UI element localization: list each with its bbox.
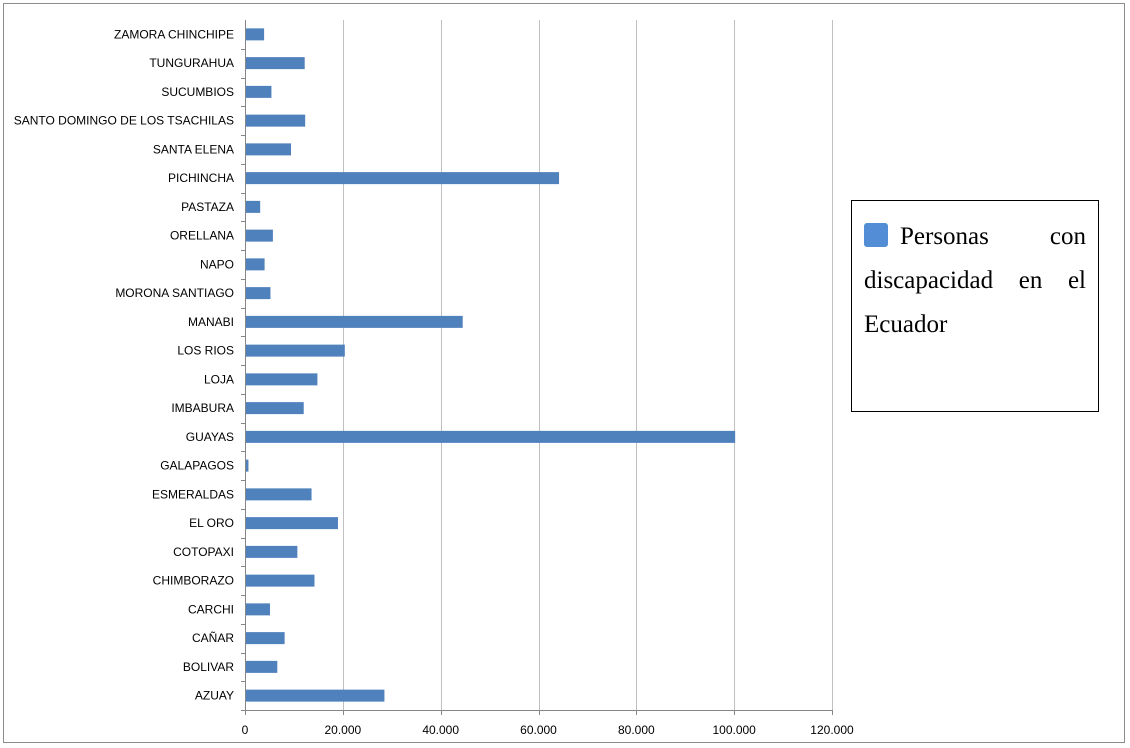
category-label: AZUAY — [195, 689, 234, 703]
category-label: NAPO — [200, 257, 234, 271]
category-label: ESMERALDAS — [152, 487, 234, 501]
bar — [246, 517, 338, 530]
x-tick-label: 60.000 — [520, 723, 557, 737]
axes — [241, 20, 833, 715]
category-label: COTOPAXI — [173, 545, 234, 559]
bar — [246, 28, 265, 41]
bar — [246, 689, 385, 702]
category-label: IMBABURA — [171, 401, 234, 415]
category-label: PICHINCHA — [168, 171, 234, 185]
category-label: ZAMORA CHINCHIPE — [114, 27, 234, 41]
x-tick-label: 0 — [242, 723, 249, 737]
bar — [246, 85, 272, 98]
category-label: TUNGURAHUA — [149, 56, 234, 70]
x-tick-label: 80.000 — [618, 723, 655, 737]
category-label: MORONA SANTIAGO — [115, 286, 234, 300]
category-label: LOJA — [204, 372, 234, 386]
bar — [246, 430, 736, 443]
bar — [246, 114, 306, 127]
category-label: MANABI — [188, 315, 234, 329]
bar — [246, 200, 261, 213]
legend: Personas con discapacidad en el Ecuador — [851, 200, 1099, 412]
category-label: GUAYAS — [186, 430, 234, 444]
bar — [246, 574, 315, 587]
bar — [246, 488, 312, 501]
bar — [246, 603, 270, 616]
bar — [246, 373, 318, 386]
bar — [246, 545, 298, 558]
category-label: SANTO DOMINGO DE LOS TSACHILAS — [14, 114, 234, 128]
category-label: BOLIVAR — [183, 660, 234, 674]
category-label: ORELLANA — [170, 229, 234, 243]
bar — [246, 344, 345, 357]
bar — [246, 258, 265, 271]
category-label: SUCUMBIOS — [161, 85, 234, 99]
x-tick-label: 20.000 — [324, 723, 361, 737]
bar-chart: 0 20.000 40.000 60.000 80.000 100.000 120.000 A… — [14, 20, 854, 737]
bar — [246, 402, 304, 415]
category-label: SANTA ELENA — [153, 142, 234, 156]
bar — [246, 143, 292, 156]
bar — [246, 660, 278, 673]
category-label: EL ORO — [189, 516, 234, 530]
bar — [246, 287, 271, 300]
gridlines — [343, 20, 833, 710]
chart-frame: 0 20.000 40.000 60.000 80.000 100.000 120.000 A… — [3, 3, 1125, 743]
bar — [246, 315, 463, 328]
legend-entry: Personas con discapacidad en el Ecuador — [864, 215, 1086, 347]
bar — [246, 632, 285, 645]
legend-swatch — [864, 223, 888, 247]
category-label: GALAPAGOS — [160, 459, 234, 473]
legend-label: Personas con discapacidad en el Ecuador — [864, 223, 1086, 338]
x-tick-label: 100.000 — [712, 723, 756, 737]
category-label: CARCHI — [188, 602, 234, 616]
bar — [246, 57, 305, 70]
bar — [246, 229, 273, 242]
category-label: CHIMBORAZO — [153, 574, 234, 588]
category-label: CAÑAR — [192, 631, 234, 645]
bar — [246, 172, 560, 185]
x-tick-label: 40.000 — [422, 723, 459, 737]
bar — [246, 459, 249, 472]
category-label: PASTAZA — [181, 200, 234, 214]
bars — [246, 28, 736, 702]
x-tick-label: 120.000 — [810, 723, 854, 737]
labels: 0 20.000 40.000 60.000 80.000 100.000 120.000 A… — [14, 27, 854, 737]
category-label: LOS RIOS — [177, 344, 234, 358]
